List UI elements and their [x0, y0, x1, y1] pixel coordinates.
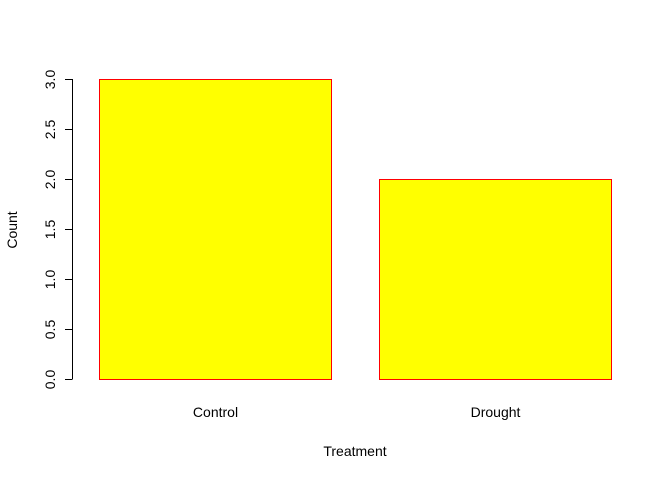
y-tick-label: 0.0 [42, 370, 58, 390]
bars-group [99, 79, 612, 380]
x-tick-labels: Control Drought [193, 404, 521, 420]
y-tick-label: 2.0 [42, 170, 58, 190]
x-tick-label: Control [193, 404, 238, 420]
y-tick-label: 1.0 [42, 270, 58, 290]
x-tick-label: Drought [471, 404, 521, 420]
y-tick-label: 2.5 [42, 120, 58, 140]
y-axis-title: Count [4, 211, 20, 248]
bar-drought [379, 179, 612, 380]
y-tick-label: 1.5 [42, 220, 58, 240]
bar-control [99, 79, 332, 380]
y-tick-label: 3.0 [42, 70, 58, 90]
x-axis-title: Treatment [323, 443, 386, 459]
y-tick-label: 0.5 [42, 320, 58, 340]
y-axis: 0.0 0.5 1.0 1.5 2.0 2.5 3.0 [42, 70, 73, 390]
